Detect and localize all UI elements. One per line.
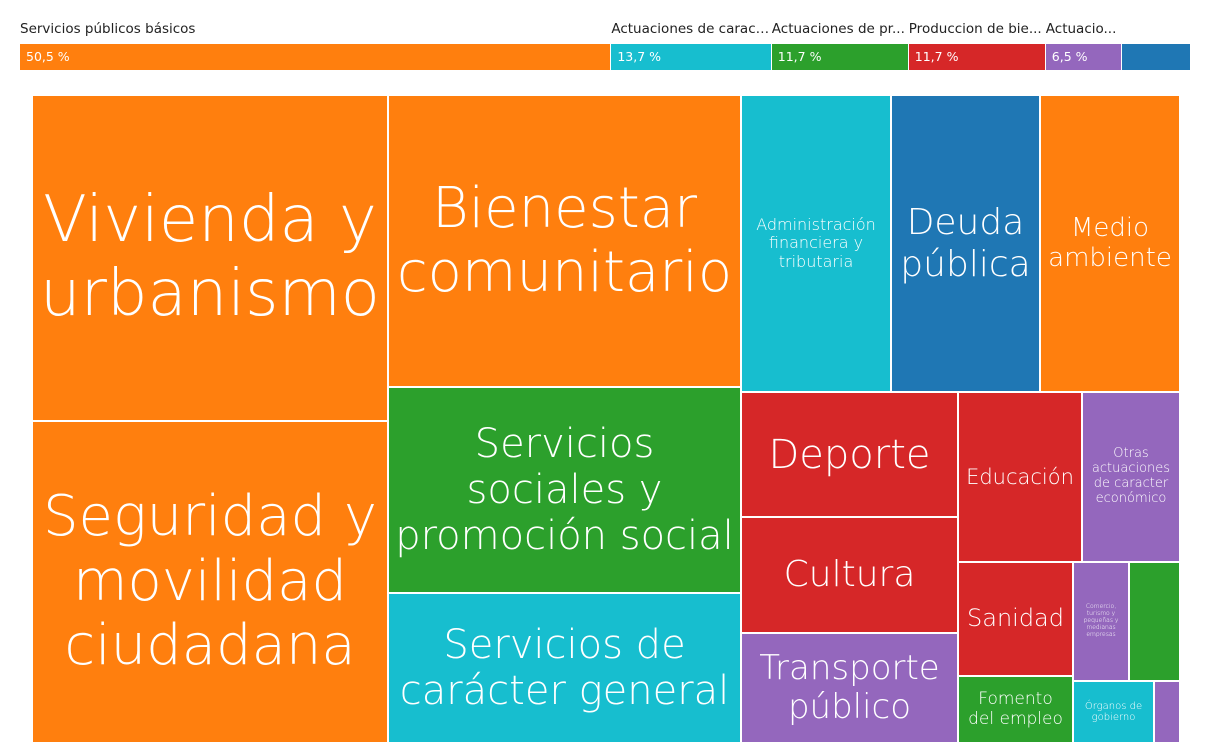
treemap-tile-label: Servicios sociales y promoción social: [395, 421, 734, 559]
category-bar-segment[interactable]: 11,7 %: [908, 44, 1046, 70]
treemap-tile[interactable]: Bienestar comunitario: [388, 95, 741, 387]
category-bar-segment[interactable]: [1121, 44, 1191, 70]
category-percent: 50,5 %: [26, 49, 70, 64]
category-bar-segment[interactable]: 13,7 %: [611, 44, 772, 70]
category-label: Actuacio...: [1045, 21, 1117, 37]
treemap-tile-label: Bienestar comunitario: [396, 175, 733, 305]
treemap-tile[interactable]: Comercio, turismo y pequeñas y medianas …: [1073, 562, 1129, 681]
category-label: Produccion de bie...: [908, 21, 1042, 37]
category-label: Servicios públicos básicos: [20, 21, 196, 37]
treemap-tile[interactable]: Cultura: [741, 517, 958, 633]
treemap-tile[interactable]: Fomento del empleo: [958, 676, 1073, 743]
treemap-tile-label: Servicios de carácter general: [399, 622, 730, 714]
category-label: Actuaciones de caract...: [611, 21, 770, 37]
treemap-tile[interactable]: Transporte público: [741, 633, 958, 743]
treemap-tile[interactable]: Servicios de carácter general: [388, 593, 741, 743]
treemap-tile-label: Deporte: [768, 431, 931, 478]
category-bar-segment[interactable]: 11,7 %: [771, 44, 909, 70]
treemap-tile-label: Otras actuaciones de caracter económico: [1091, 446, 1171, 506]
treemap-tile[interactable]: Órganos de gobierno: [1073, 681, 1154, 743]
treemap-tile[interactable]: Deuda pública: [891, 95, 1040, 392]
treemap-tile-label: Seguridad y movilidad ciudadana: [42, 484, 378, 679]
treemap-tile[interactable]: Educación: [958, 392, 1082, 562]
treemap-tile[interactable]: Seguridad y movilidad ciudadana: [32, 421, 388, 743]
category-percent: 6,5 %: [1051, 49, 1088, 64]
treemap-tile-label: Sanidad: [967, 604, 1064, 633]
treemap-tile-label: Vivienda y urbanismo: [40, 183, 380, 331]
treemap-tile[interactable]: Administración financiera y tributaria: [741, 95, 891, 392]
treemap-tile-label: Transporte público: [759, 647, 940, 727]
treemap-tile[interactable]: Sanidad: [958, 562, 1073, 676]
treemap-tile[interactable]: Otras actuaciones de caracter económico: [1082, 392, 1180, 562]
category-bar-segment[interactable]: 6,5 %: [1045, 44, 1122, 70]
treemap-tile-label: Administración financiera y tributaria: [756, 214, 876, 271]
category-bar-segment[interactable]: 50,5 %: [20, 44, 612, 70]
treemap-tile[interactable]: Vivienda y urbanismo: [32, 95, 388, 421]
treemap-tile[interactable]: Medio ambiente: [1040, 95, 1180, 392]
treemap-tile-label: Órganos de gobierno: [1084, 700, 1143, 724]
treemap-tile[interactable]: Servicios sociales y promoción social: [388, 387, 741, 593]
treemap-tile[interactable]: [1154, 681, 1180, 743]
treemap-tile[interactable]: [1129, 562, 1180, 681]
treemap-tile-label: Deuda pública: [900, 202, 1031, 285]
category-label: Actuaciones de pr...: [771, 21, 905, 37]
treemap-tile-label: Fomento del empleo: [968, 688, 1063, 729]
treemap-tile-label: Comercio, turismo y pequeñas y medianas …: [1083, 603, 1119, 638]
treemap-tile[interactable]: Deporte: [741, 392, 958, 517]
treemap-tile-label: Educación: [966, 464, 1074, 489]
category-percent: 11,7 %: [914, 49, 959, 64]
treemap-tile-label: Medio ambiente: [1048, 212, 1172, 273]
category-percent: 13,7 %: [617, 49, 662, 64]
category-percent: 11,7 %: [777, 49, 822, 64]
treemap-tile-label: Cultura: [783, 554, 916, 596]
